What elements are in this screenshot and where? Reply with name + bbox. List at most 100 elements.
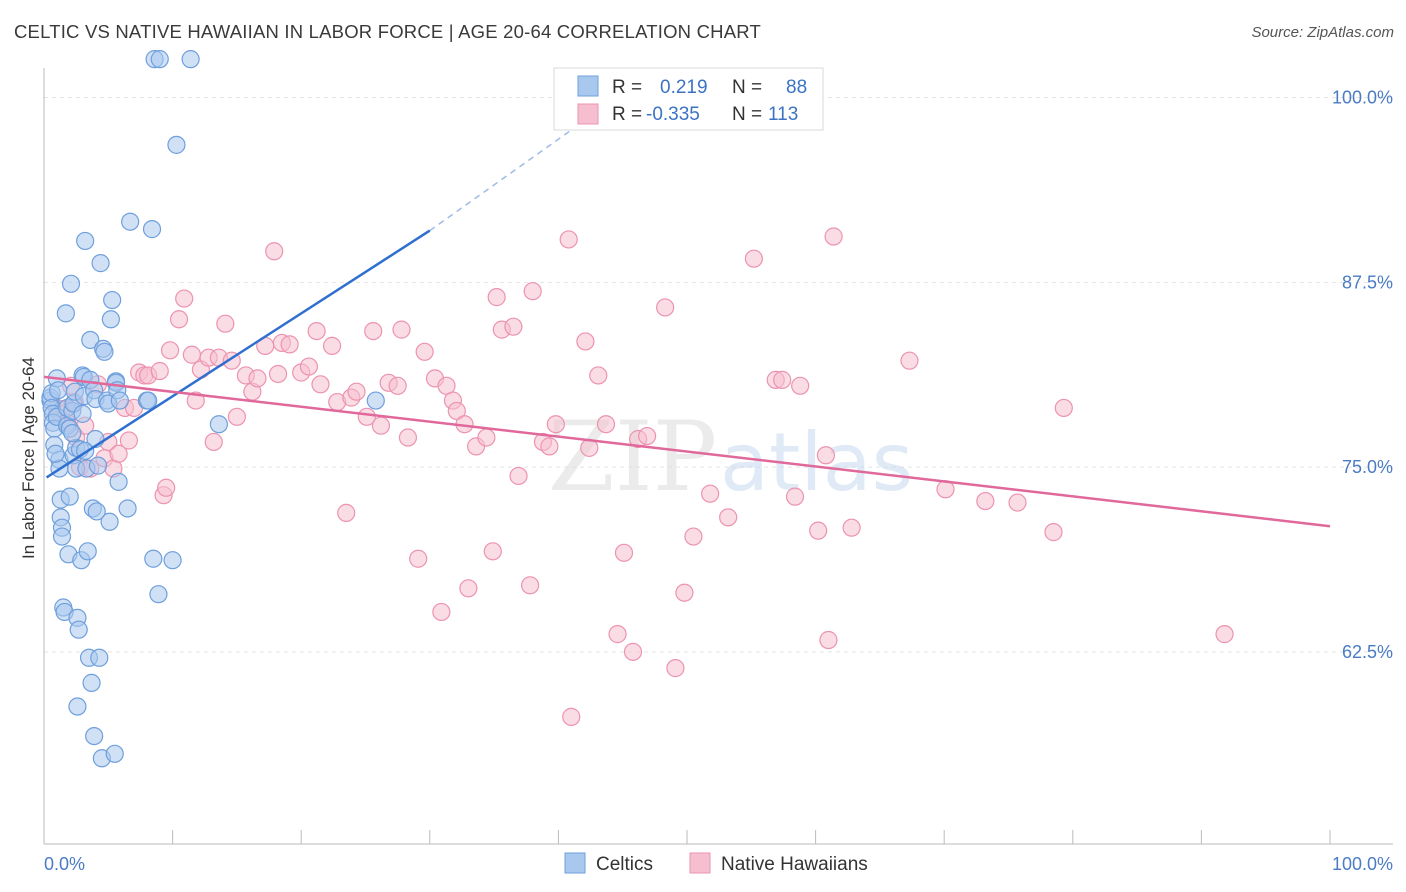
celtics-point-15 — [52, 527, 72, 546]
celtics-point-18 — [56, 304, 75, 323]
native-hawaiians-point-97 — [719, 508, 738, 527]
native-hawaiians-point-100 — [773, 370, 792, 389]
native-hawaiians-point-76 — [521, 576, 540, 595]
native-hawaiians-point-38 — [248, 369, 267, 388]
native-hawaiians-point-52 — [347, 382, 366, 401]
native-hawaiians-point-50 — [337, 503, 356, 523]
y-tick-label-0: 62.5% — [1342, 642, 1393, 662]
celtics-point-62 — [103, 290, 122, 310]
native-hawaiians-point-81 — [559, 230, 578, 249]
native-hawaiians-point-75 — [509, 466, 528, 486]
native-hawaiians-point-57 — [388, 376, 407, 395]
celtics-point-49 — [85, 726, 104, 746]
trend-lines — [43, 129, 1331, 528]
native-hawaiians-point-106 — [824, 227, 843, 246]
legend-n-label-native-hawaiians: N = — [732, 104, 762, 125]
legend-n-label-celtics: N = — [732, 77, 762, 98]
celtics-point-78 — [163, 551, 182, 570]
native-hawaiians-trend-line — [43, 375, 1331, 528]
native-hawaiians-point-72 — [487, 288, 506, 307]
native-hawaiians-point-63 — [432, 602, 451, 622]
native-hawaiians-point-43 — [280, 335, 299, 354]
celtics-point-79 — [167, 135, 186, 154]
native-hawaiians-point-48 — [322, 336, 342, 355]
y-axis-label: In Labor Force | Age 20-64 — [19, 357, 38, 559]
celtics-trend-extension — [429, 129, 572, 232]
native-hawaiians-point-35 — [227, 407, 246, 426]
celtics-point-24 — [61, 274, 81, 293]
x-tick-labels: 0.0% 100.0% — [44, 854, 1393, 874]
native-hawaiians-point-112 — [1044, 523, 1063, 542]
native-hawaiians-point-94 — [675, 583, 694, 602]
celtics-point-85 — [46, 444, 65, 463]
celtics-point-53 — [90, 648, 109, 667]
celtics-point-68 — [110, 391, 129, 410]
celtics-point-83 — [49, 381, 68, 400]
native-hawaiians-point-16 — [119, 431, 138, 450]
native-hawaiians-point-33 — [216, 314, 235, 333]
celtics-point-73 — [142, 220, 162, 239]
celtics-point-46 — [82, 673, 101, 692]
native-hawaiians-point-70 — [477, 428, 496, 447]
celtics-trend-line — [45, 229, 431, 479]
y-tick-label-2: 87.5% — [1342, 272, 1393, 292]
native-hawaiians-point-82 — [562, 707, 581, 726]
native-hawaiians-point-24 — [160, 341, 180, 360]
native-hawaiians-point-74 — [504, 317, 523, 336]
native-hawaiians-point-89 — [623, 642, 643, 661]
bottom-legend-label-native-hawaiians: Native Hawaiians — [721, 854, 868, 875]
native-hawaiians-point-27 — [182, 345, 201, 364]
native-hawaiians-point-102 — [791, 376, 810, 395]
native-hawaiians-point-114 — [1215, 625, 1234, 644]
native-hawaiians-point-98 — [744, 249, 763, 268]
series-legend: Celtics Native Hawaiians — [564, 852, 868, 875]
native-hawaiians-point-95 — [684, 527, 703, 546]
native-hawaiians-point-107 — [842, 518, 861, 537]
celtics-point-42 — [78, 542, 97, 561]
native-hawaiians-point-53 — [357, 407, 376, 426]
celtics-point-61 — [101, 310, 120, 329]
native-hawaiians-point-54 — [364, 322, 383, 341]
native-hawaiians-point-14 — [109, 444, 128, 463]
native-hawaiians-point-60 — [409, 549, 428, 568]
native-hawaiians-point-61 — [415, 342, 434, 361]
legend-r-label-celtics: R = — [612, 77, 642, 98]
x-axis-ticks — [172, 830, 1331, 844]
celtics-point-69 — [118, 499, 137, 518]
native-hawaiians-point-85 — [589, 366, 608, 385]
celtics-point-82 — [366, 391, 385, 410]
legend-r-label-native-hawaiians: R = — [612, 104, 642, 125]
celtics-point-39 — [76, 231, 95, 251]
celtics-point-80 — [181, 50, 200, 69]
celtics-point-70 — [121, 212, 140, 231]
native-hawaiians-point-71 — [483, 542, 502, 561]
legend-swatch-celtics — [577, 75, 599, 97]
native-hawaiians-point-104 — [816, 446, 835, 465]
native-hawaiians-point-83 — [576, 332, 595, 351]
native-hawaiians-point-96 — [701, 484, 720, 503]
watermark: ZIP atlas — [548, 401, 913, 513]
native-hawaiians-point-41 — [268, 364, 288, 384]
y-tick-labels: 62.5% 75.0% 87.5% 100.0% — [1332, 88, 1393, 662]
legend-r-value-native-hawaiians: -0.335 — [646, 104, 700, 125]
x-tick-label-0: 0.0% — [44, 854, 85, 874]
native-hawaiians-point-92 — [656, 298, 675, 317]
native-hawaiians-point-23 — [157, 478, 176, 497]
celtics-point-77 — [150, 50, 169, 69]
native-hawaiians-point-91 — [638, 426, 657, 446]
stats-legend: R = 0.219 N = 88 R = -0.335 N = 113 — [553, 67, 824, 131]
native-hawaiians-point-108 — [900, 351, 919, 370]
bottom-legend-swatch-native-hawaiians — [689, 852, 711, 874]
native-hawaiians-point-87 — [608, 625, 627, 644]
y-tick-label-3: 100.0% — [1332, 88, 1393, 108]
celtics-point-86 — [73, 404, 92, 423]
celtics-point-74 — [144, 549, 163, 568]
native-hawaiians-point-103 — [809, 521, 828, 540]
bottom-legend-swatch-celtics — [564, 852, 586, 874]
x-tick-label-1: 100.0% — [1332, 854, 1393, 874]
native-hawaiians-point-55 — [371, 416, 391, 435]
native-hawaiians-point-47 — [311, 375, 330, 394]
chart-title: CELTIC VS NATIVE HAWAIIAN IN LABOR FORCE… — [14, 21, 761, 42]
celtics-point-31 — [68, 697, 87, 716]
native-hawaiians-point-45 — [299, 357, 319, 376]
